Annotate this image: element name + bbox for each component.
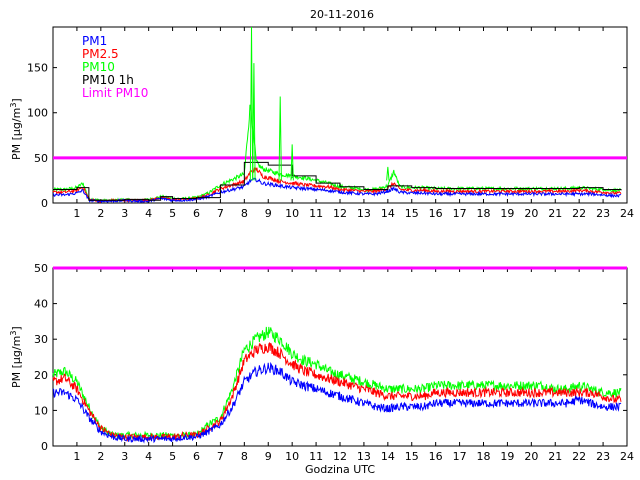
bot-series-pm2-5 bbox=[52, 341, 622, 442]
bot-xtick-label: 24 bbox=[620, 450, 634, 463]
bot-xtick-label: 2 bbox=[97, 450, 104, 463]
bot-ytick-label: 50 bbox=[34, 262, 48, 275]
bot-xtick-label: 23 bbox=[596, 450, 610, 463]
legend-limit-pm10: Limit PM10 bbox=[82, 86, 148, 100]
bottom-y-tick-labels: 0 10 20 30 40 50 bbox=[34, 262, 48, 453]
legend-pm1: PM1 bbox=[82, 34, 107, 48]
bottom-series-group bbox=[52, 326, 622, 444]
bot-xtick-label: 22 bbox=[572, 450, 586, 463]
top-xtick-label: 1 bbox=[73, 207, 80, 220]
top-y-tick-labels: 0 50 100 150 bbox=[27, 62, 48, 210]
top-xtick-label: 5 bbox=[169, 207, 176, 220]
top-pm10-spike bbox=[252, 63, 256, 181]
top-chart-panel: 1 2 3 4 5 6 7 8 9 10 11 12 13 14 15 16 17 18 19 20 21 22 23 24 … bbox=[9, 26, 634, 220]
top-xtick-label: 23 bbox=[596, 207, 610, 220]
bot-ytick-label: 40 bbox=[34, 298, 48, 311]
bot-xtick-label: 1 bbox=[73, 450, 80, 463]
bot-xtick-label: 8 bbox=[241, 450, 248, 463]
legend-pm10-1h: PM10 1h bbox=[82, 73, 134, 87]
top-ytick-label: 50 bbox=[34, 152, 48, 165]
bot-xtick-label: 13 bbox=[357, 450, 371, 463]
top-xtick-label: 24 bbox=[620, 207, 634, 220]
bot-xtick-label: 6 bbox=[193, 450, 200, 463]
top-plot-frame bbox=[52, 26, 628, 204]
bot-ytick-label: 30 bbox=[34, 333, 48, 346]
top-xtick-label: 8 bbox=[241, 207, 248, 220]
top-xtick-label: 16 bbox=[429, 207, 443, 220]
bot-xtick-label: 19 bbox=[500, 450, 514, 463]
top-pm10-spike bbox=[249, 26, 254, 181]
bot-xtick-label: 11 bbox=[309, 450, 323, 463]
bot-xtick-label: 10 bbox=[285, 450, 299, 463]
top-pm10-spike bbox=[278, 96, 282, 181]
bot-xtick-label: 5 bbox=[169, 450, 176, 463]
top-xtick-label: 15 bbox=[405, 207, 419, 220]
top-series-pm2-5 bbox=[52, 166, 622, 204]
top-xtick-label: 13 bbox=[357, 207, 371, 220]
bot-xtick-label: 17 bbox=[453, 450, 467, 463]
bot-series-pm1 bbox=[52, 361, 622, 444]
top-xtick-label: 22 bbox=[572, 207, 586, 220]
top-series-group bbox=[52, 26, 622, 204]
chart-title: 20-11-2016 bbox=[310, 8, 374, 21]
bottom-y-axis-label: PM [µg/m3] bbox=[9, 326, 23, 388]
top-series-pm1 bbox=[52, 176, 622, 204]
top-y-axis-label: PM [µg/m3] bbox=[9, 98, 23, 160]
bot-xtick-label: 3 bbox=[121, 450, 128, 463]
top-xtick-label: 10 bbox=[285, 207, 299, 220]
top-xtick-label: 4 bbox=[145, 207, 152, 220]
bot-xtick-label: 15 bbox=[405, 450, 419, 463]
top-pm10-spike bbox=[290, 144, 294, 181]
bottom-x-tick-labels: 1 2 3 4 5 6 7 8 9 10 11 12 13 14 15 16 17 18 19 20 21 22 23 24 bbox=[73, 450, 634, 463]
top-ytick-label: 150 bbox=[27, 62, 48, 75]
bot-xtick-label: 12 bbox=[333, 450, 347, 463]
bottom-plot-frame bbox=[52, 267, 628, 447]
top-xtick-label: 9 bbox=[265, 207, 272, 220]
bot-ytick-label: 0 bbox=[41, 440, 48, 453]
top-xtick-label: 19 bbox=[500, 207, 514, 220]
top-xtick-label: 17 bbox=[453, 207, 467, 220]
top-pm10-spike bbox=[386, 166, 390, 181]
bottom-chart-panel: 1 2 3 4 5 6 7 8 9 10 11 12 13 14 15 16 17 18 19 20 21 22 23 24 … bbox=[9, 262, 634, 476]
bot-xtick-label: 20 bbox=[524, 450, 538, 463]
bot-xtick-label: 4 bbox=[145, 450, 152, 463]
top-xtick-label: 14 bbox=[381, 207, 395, 220]
top-ytick-label: 0 bbox=[41, 197, 48, 210]
bot-xtick-label: 14 bbox=[381, 450, 395, 463]
bot-ytick-label: 20 bbox=[34, 369, 48, 382]
top-xtick-label: 3 bbox=[121, 207, 128, 220]
top-gridlines bbox=[53, 27, 628, 204]
top-xtick-label: 12 bbox=[333, 207, 347, 220]
top-xtick-label: 11 bbox=[309, 207, 323, 220]
top-xtick-label: 20 bbox=[524, 207, 538, 220]
top-xtick-label: 2 bbox=[97, 207, 104, 220]
bot-xtick-label: 21 bbox=[548, 450, 562, 463]
bot-xtick-label: 9 bbox=[265, 450, 272, 463]
top-ytick-label: 100 bbox=[27, 107, 48, 120]
legend-pm10: PM10 bbox=[82, 60, 115, 74]
top-xtick-label: 6 bbox=[193, 207, 200, 220]
bottom-x-axis-label: Godzina UTC bbox=[305, 463, 375, 476]
top-xtick-label: 18 bbox=[477, 207, 491, 220]
bot-xtick-label: 18 bbox=[477, 450, 491, 463]
top-series-pm10-1h bbox=[53, 161, 622, 201]
bot-xtick-label: 7 bbox=[217, 450, 224, 463]
top-x-tick-labels: 1 2 3 4 5 6 7 8 9 10 11 12 13 14 15 16 17 18 19 20 21 22 23 24 bbox=[73, 207, 634, 220]
top-xtick-label: 21 bbox=[548, 207, 562, 220]
top-xtick-label: 7 bbox=[217, 207, 224, 220]
legend: PM1 PM2.5 PM10 PM10 1h Limit PM10 bbox=[82, 34, 148, 100]
bot-ytick-label: 10 bbox=[34, 404, 48, 417]
legend-pm25: PM2.5 bbox=[82, 47, 119, 61]
bot-xtick-label: 16 bbox=[429, 450, 443, 463]
